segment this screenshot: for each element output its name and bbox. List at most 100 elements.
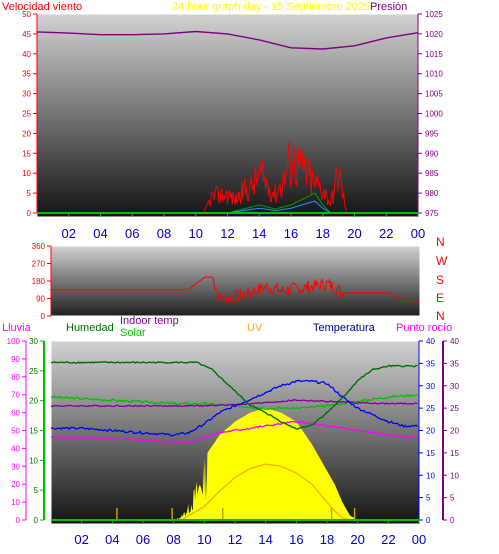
uv-axis-tick-label: 40 <box>450 337 459 346</box>
humidity-axis-tick-label: 15 <box>29 427 38 436</box>
hour-label: 00 <box>411 226 425 241</box>
wind-panel-bg <box>37 14 418 217</box>
right-axis-tick-label: 975 <box>425 209 439 218</box>
temp-axis-tick-label: 40 <box>426 337 435 346</box>
hour-label: 20 <box>350 532 364 547</box>
compass-label: N <box>436 235 445 249</box>
left-axis-tick-label: 50 <box>22 10 31 19</box>
hour-label: 14 <box>258 532 272 547</box>
hour-label: 08 <box>157 226 171 241</box>
right-axis-tick-label: 995 <box>425 129 439 138</box>
rain-axis-tick-label: 80 <box>11 373 20 382</box>
compass-label: E <box>436 291 444 305</box>
hour-label: 04 <box>93 226 107 241</box>
hour-label: 12 <box>228 532 242 547</box>
rain-axis-tick-label: 90 <box>11 355 20 364</box>
label-indoor-temp: Indoor temp <box>120 315 179 327</box>
humidity-line <box>50 361 418 430</box>
hour-label: 18 <box>320 532 334 547</box>
solar-line <box>50 393 418 411</box>
hour-label: 22 <box>379 226 393 241</box>
hour-label: 16 <box>284 226 298 241</box>
right-axis-tick-label: 1000 <box>425 110 443 119</box>
direction-axis-tick-label: 90 <box>36 295 45 304</box>
wind-avg-line <box>227 192 332 214</box>
hour-label: 10 <box>197 532 211 547</box>
humidity-axis-tick-label: 25 <box>29 367 38 376</box>
uv-axis-tick-label: 0 <box>450 516 455 525</box>
temp-axis-tick-label: 0 <box>426 516 431 525</box>
direction-axis-tick-label: 360 <box>32 242 46 251</box>
temp-axis-tick-label: 20 <box>426 427 435 436</box>
direction-axis-tick-label: 0 <box>41 312 46 321</box>
pressure-line <box>36 30 419 50</box>
hour-label: 04 <box>105 532 119 547</box>
left-axis-tick-label: 20 <box>22 129 31 138</box>
direction-axis-tick-label: 270 <box>32 260 46 269</box>
left-axis-tick-label: 10 <box>22 169 31 178</box>
hour-label: 06 <box>136 532 150 547</box>
uv-axis-tick-label: 10 <box>450 471 459 480</box>
direction-axis-tick-label: 180 <box>32 277 46 286</box>
right-axis-tick-label: 990 <box>425 149 439 158</box>
left-axis-tick-label: 35 <box>22 70 31 79</box>
hour-label: 20 <box>347 226 361 241</box>
temp-axis-tick-label: 10 <box>426 471 435 480</box>
hour-label: 22 <box>381 532 395 547</box>
hour-label: 12 <box>220 226 234 241</box>
indoor-temp-line <box>50 399 418 408</box>
hour-label: 02 <box>62 226 76 241</box>
right-axis-tick-label: 1010 <box>425 70 443 79</box>
left-axis-tick-label: 0 <box>27 209 32 218</box>
left-axis-tick-label: 15 <box>22 149 31 158</box>
dewpoint-line <box>50 420 418 444</box>
hour-label: 02 <box>74 532 88 547</box>
label-uv: UV <box>247 322 263 334</box>
uv-line <box>180 463 351 521</box>
header-title: 24 hour graph day - 15 Septiembre 2025 <box>172 1 370 13</box>
rain-axis-tick-label: 20 <box>11 480 20 489</box>
left-axis-tick-label: 25 <box>22 110 31 119</box>
uv-axis-tick-label: 15 <box>450 449 459 458</box>
temp-axis-tick-label: 35 <box>426 359 435 368</box>
rain-axis-tick-label: 70 <box>11 391 20 400</box>
header-right-label: Presión <box>370 1 407 13</box>
label-humedad: Humedad <box>66 322 114 334</box>
temp-axis-tick-label: 25 <box>426 404 435 413</box>
temp-axis-tick-label: 30 <box>426 382 435 391</box>
left-axis-tick-label: 30 <box>22 90 31 99</box>
right-axis-tick-label: 1015 <box>425 50 443 59</box>
rain-axis-tick-label: 50 <box>11 427 20 436</box>
temp-axis-tick-label: 15 <box>426 449 435 458</box>
rain-axis-tick-label: 0 <box>16 516 21 525</box>
left-axis-tick-label: 40 <box>22 50 31 59</box>
uv-axis-tick-label: 30 <box>450 382 459 391</box>
label-lluvia: Lluvia <box>2 322 32 334</box>
rain-axis-tick-label: 60 <box>11 409 20 418</box>
rain-axis-tick-label: 10 <box>11 498 20 507</box>
compass-label: N <box>436 309 445 323</box>
humidity-axis-tick-label: 5 <box>34 486 39 495</box>
hour-label: 16 <box>289 532 303 547</box>
rain-axis-tick-label: 30 <box>11 462 20 471</box>
hour-label: 18 <box>316 226 330 241</box>
right-axis-tick-label: 1020 <box>425 30 443 39</box>
label-punto-rocio: Punto rocío <box>396 322 452 334</box>
temp-panel: 0102030405060708090100051015202530051015… <box>7 337 460 547</box>
compass-label: S <box>436 273 444 287</box>
hour-label: 00 <box>412 532 426 547</box>
uv-axis-tick-label: 5 <box>450 494 455 503</box>
direction-panel-bg <box>51 246 420 316</box>
humidity-axis-tick-label: 0 <box>34 516 39 525</box>
humidity-axis-tick-label: 30 <box>29 337 38 346</box>
left-axis-tick-label: 5 <box>27 189 32 198</box>
right-axis-tick-label: 980 <box>425 189 439 198</box>
uv-axis-tick-label: 20 <box>450 427 459 436</box>
humidity-axis-tick-label: 20 <box>29 397 38 406</box>
hour-label: 08 <box>166 532 180 547</box>
right-axis-tick-label: 1025 <box>425 10 443 19</box>
label-temperatura: Temperatura <box>313 322 376 334</box>
hour-label: 06 <box>125 226 139 241</box>
